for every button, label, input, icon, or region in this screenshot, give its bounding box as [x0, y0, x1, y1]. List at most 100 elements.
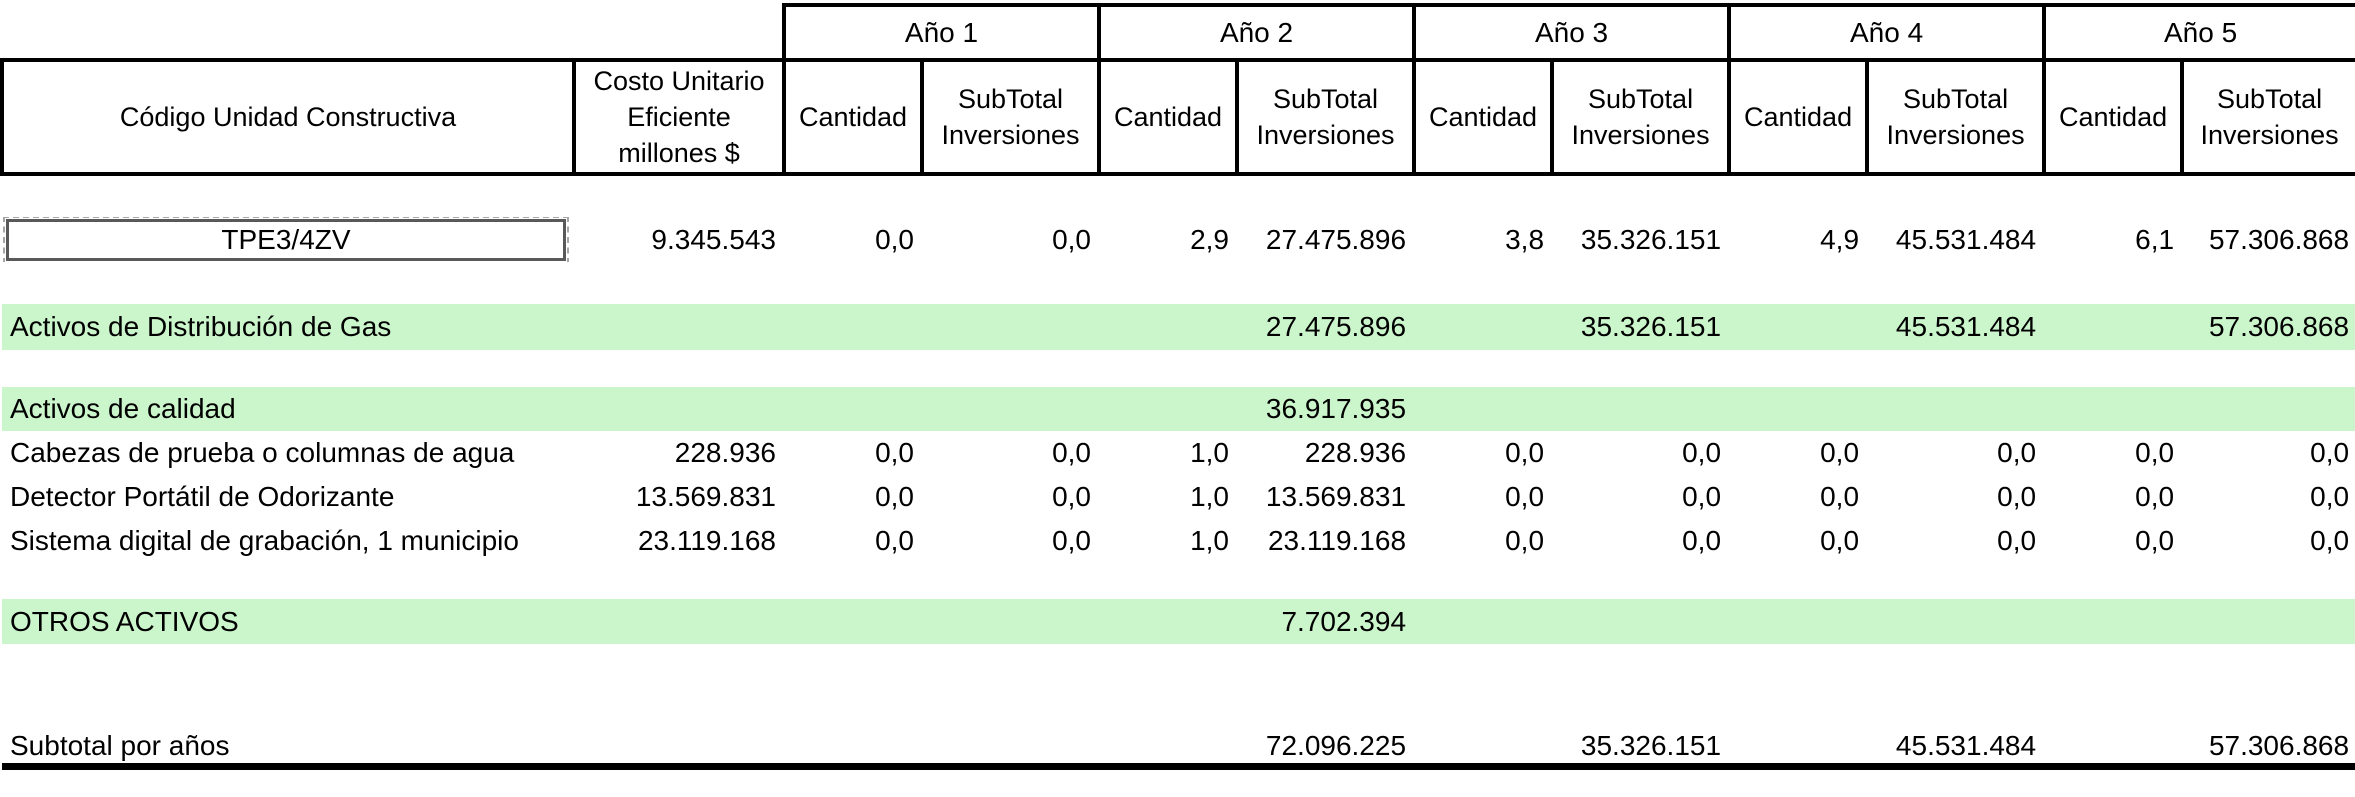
tpe-costo-cell: 9.345.543 — [651, 223, 776, 255]
year-band-row: Año 1 Año 2 Año 3 Año 4 Año 5 — [2, 3, 2355, 62]
tpe-y2-cantidad: 2,9 — [1190, 223, 1230, 255]
sistema-y3-cantidad: 0,0 — [1505, 525, 1545, 556]
cabezas-costo-cell: 228.936 — [674, 437, 776, 468]
empty-cell — [2044, 729, 2183, 770]
header-ano-1: Año 1 — [781, 3, 1102, 62]
empty-corner — [2, 5, 784, 60]
empty-cell — [784, 599, 922, 644]
unidad-constructiva-selector[interactable]: TPE3/4ZV — [3, 217, 569, 262]
cabezas-y2-cantidad: 1,0 — [1190, 437, 1230, 468]
empty-cell — [922, 599, 1100, 644]
empty-cell — [922, 387, 1100, 431]
detector-y1-cantidad: 0,0 — [875, 481, 914, 512]
spacer — [2, 563, 2355, 599]
spacer — [2, 644, 2355, 729]
table-row-activos-distribucion: Activos de Distribución de Gas 27.475.89… — [2, 304, 2355, 350]
detector-y2-subtotal: 13.569.831 — [1265, 481, 1407, 512]
spacer — [2, 262, 2355, 304]
tpe-y3-cantidad: 3,8 — [1505, 223, 1545, 255]
tpe-y5-subtotal: 57.306.868 — [2208, 223, 2350, 255]
empty-cell — [1099, 729, 1238, 770]
header-ano-4: Año 4 — [1727, 3, 2047, 62]
inversiones-table: Año 1 Año 2 Año 3 Año 4 Año 5 Código Uni… — [0, 3, 2355, 770]
row-label: Activos de Distribución de Gas — [2, 304, 784, 350]
empty-cell — [1552, 599, 1730, 644]
spacer-row — [2, 350, 2355, 387]
cabezas-y2-subtotal: 228.936 — [1304, 437, 1407, 468]
empty-cell — [2044, 599, 2183, 644]
tpe-y1-subtotal: 0,0 — [1052, 223, 1092, 255]
empty-cell — [1414, 387, 1553, 431]
header-ano-5: Año 5 — [2042, 3, 2355, 62]
header-costo-unitario: Costo Unitario Eficiente millones $ — [572, 58, 786, 176]
empty-cell — [922, 304, 1100, 350]
row-label: OTROS ACTIVOS — [2, 599, 784, 644]
spacer — [2, 350, 2355, 387]
empty-cell — [1099, 387, 1238, 431]
cabezas-y1-subtotal: 0,0 — [1052, 437, 1092, 468]
empty-cell — [1867, 387, 2045, 431]
empty-cell — [1552, 387, 1730, 431]
header-subtotal-y2: SubTotal Inversiones — [1235, 58, 1417, 176]
header-cantidad-y2: Cantidad — [1097, 58, 1240, 176]
tpe-y1-cantidad: 0,0 — [875, 223, 914, 255]
cabezas-y4-cantidad: 0,0 — [1820, 437, 1860, 468]
sistema-y2-cantidad: 1,0 — [1190, 525, 1230, 556]
tpe-y4-subtotal: 45.531.484 — [1895, 223, 2037, 255]
table-row-tpe: TPE3/4ZV 9.345.543 0,0 0,0 2,9 27.475.89… — [2, 217, 2355, 262]
sistema-y5-cantidad: 0,0 — [2135, 525, 2175, 556]
empty-cell — [784, 387, 922, 431]
spacer-row — [2, 563, 2355, 599]
column-header-row: Código Unidad Constructiva Costo Unitari… — [0, 58, 2355, 176]
calidad-y2-subtotal: 36.917.935 — [1237, 387, 1415, 431]
table-row-subtotal-anos: Subtotal por años 72.096.225 35.326.151 … — [2, 729, 2355, 770]
sistema-costo-cell: 23.119.168 — [637, 525, 776, 556]
sistema-y4-cantidad: 0,0 — [1820, 525, 1860, 556]
spacer-row — [2, 174, 2355, 217]
empty-cell — [1414, 599, 1553, 644]
distgas-y2-subtotal: 27.475.896 — [1237, 304, 1415, 350]
table-row-activos-calidad: Activos de calidad 36.917.935 — [2, 387, 2355, 431]
empty-cell — [784, 729, 922, 770]
detector-y3-cantidad: 0,0 — [1505, 481, 1545, 512]
empty-cell — [2044, 304, 2183, 350]
detector-costo-cell: 13.569.831 — [635, 481, 776, 512]
row-label: Detector Portátil de Odorizante — [10, 481, 395, 512]
header-subtotal-y3: SubTotal Inversiones — [1550, 58, 1732, 176]
sistema-y1-cantidad: 0,0 — [875, 525, 914, 556]
empty-cell — [1729, 599, 1868, 644]
header-cantidad-y1: Cantidad — [782, 58, 924, 176]
empty-cell — [2044, 387, 2183, 431]
cabezas-y3-subtotal: 0,0 — [1682, 437, 1722, 468]
cabezas-y4-subtotal: 0,0 — [1997, 437, 2037, 468]
empty-cell — [1729, 729, 1868, 770]
header-subtotal-y4: SubTotal Inversiones — [1865, 58, 2047, 176]
detector-y5-subtotal: 0,0 — [2310, 481, 2350, 512]
tpe-y4-cantidad: 4,9 — [1820, 223, 1860, 255]
row-label: Subtotal por años — [2, 729, 784, 770]
empty-cell — [1414, 729, 1553, 770]
detector-y5-cantidad: 0,0 — [2135, 481, 2175, 512]
sistema-y5-subtotal: 0,0 — [2310, 525, 2350, 556]
cabezas-y3-cantidad: 0,0 — [1505, 437, 1545, 468]
cabezas-y5-subtotal: 0,0 — [2310, 437, 2350, 468]
header-ano-2: Año 2 — [1097, 3, 1417, 62]
tpe-y3-subtotal: 35.326.151 — [1580, 223, 1722, 255]
header-ano-3: Año 3 — [1412, 3, 1732, 62]
header-cantidad-y3: Cantidad — [1412, 58, 1555, 176]
table-row-detector: Detector Portátil de Odorizante 13.569.8… — [2, 475, 2355, 519]
sistema-y4-subtotal: 0,0 — [1997, 525, 2037, 556]
empty-cell — [922, 729, 1100, 770]
empty-cell — [2182, 387, 2355, 431]
empty-cell — [2182, 599, 2355, 644]
empty-cell — [1867, 599, 2045, 644]
distgas-y3-subtotal: 35.326.151 — [1552, 304, 1730, 350]
subtotal-y3-subtotal: 35.326.151 — [1552, 729, 1730, 770]
distgas-y4-subtotal: 45.531.484 — [1867, 304, 2045, 350]
distgas-y5-subtotal: 57.306.868 — [2182, 304, 2355, 350]
row-label: Activos de calidad — [2, 387, 784, 431]
detector-y4-cantidad: 0,0 — [1820, 481, 1860, 512]
detector-y2-cantidad: 1,0 — [1190, 481, 1230, 512]
table-row-sistema: Sistema digital de grabación, 1 municipi… — [2, 519, 2355, 563]
header-subtotal-y1: SubTotal Inversiones — [919, 58, 1102, 176]
